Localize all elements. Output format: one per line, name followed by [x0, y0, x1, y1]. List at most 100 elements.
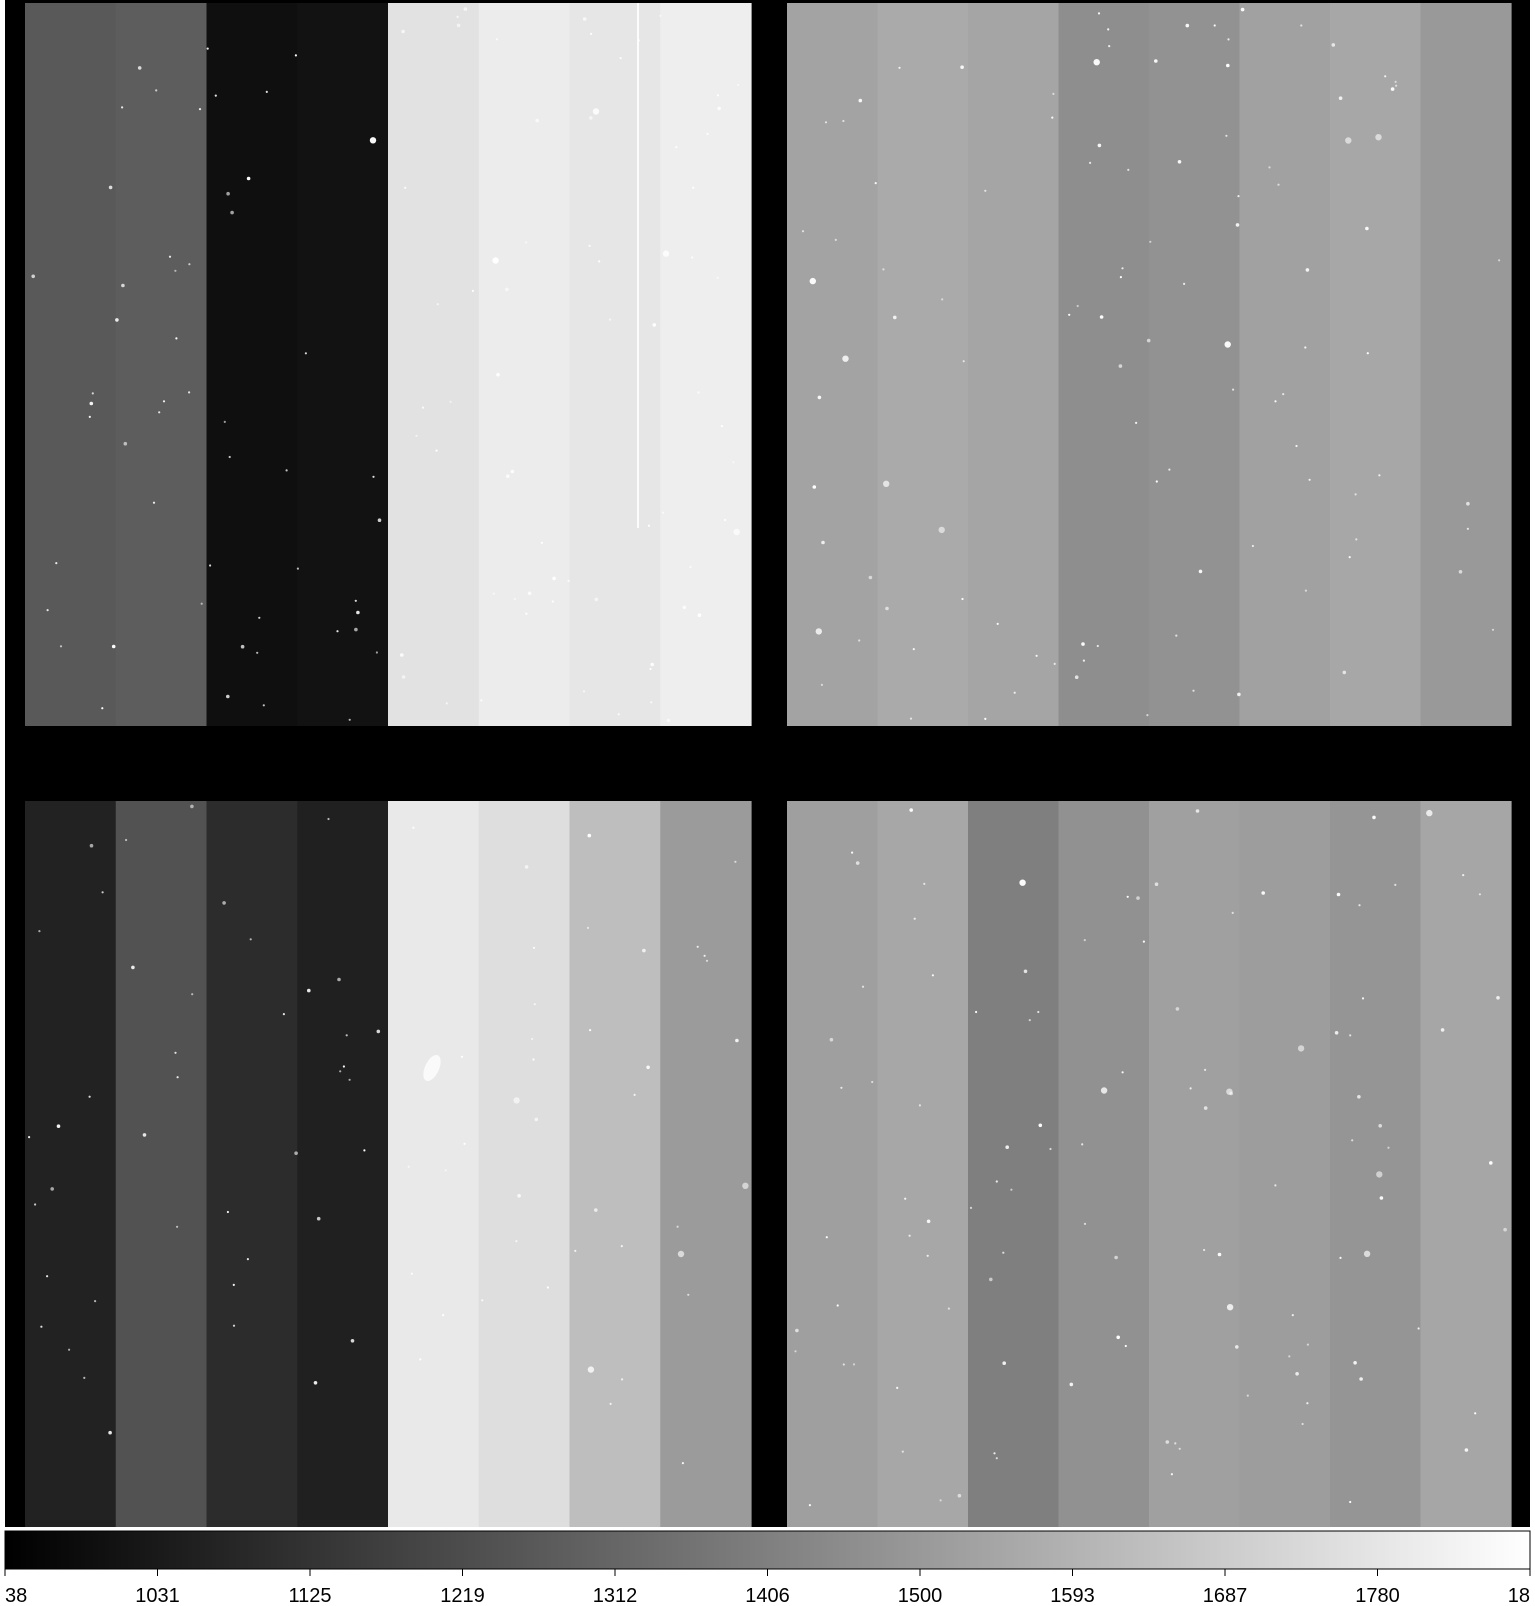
star: [40, 1325, 43, 1328]
star: [1291, 1314, 1294, 1317]
star: [1305, 268, 1310, 272]
colorbar-tick-label: 1406: [745, 1585, 790, 1606]
star: [282, 1013, 285, 1016]
star: [1357, 1095, 1361, 1099]
star: [200, 602, 203, 605]
star: [659, 14, 662, 17]
star: [412, 826, 415, 829]
star: [369, 137, 377, 144]
star: [931, 974, 935, 977]
star: [801, 230, 805, 233]
amplifier-strip: [297, 3, 389, 726]
amplifier-strip: [1149, 3, 1241, 726]
star: [1089, 161, 1092, 164]
star: [513, 597, 516, 601]
star: [101, 891, 104, 894]
star: [666, 718, 671, 723]
star: [1349, 1034, 1352, 1037]
star: [1342, 670, 1347, 675]
star: [1231, 911, 1234, 915]
star: [226, 1210, 229, 1214]
star: [363, 1149, 366, 1152]
star: [1395, 84, 1398, 87]
star: [1081, 642, 1085, 646]
star: [1165, 1440, 1170, 1444]
star: [527, 591, 532, 596]
star: [209, 564, 212, 567]
star: [808, 1504, 812, 1507]
star: [840, 1086, 843, 1089]
star: [1339, 1256, 1342, 1259]
star: [1074, 675, 1079, 679]
star: [348, 718, 351, 721]
amplifier-strip: [1239, 801, 1331, 1527]
amplifier-strip: [569, 3, 661, 726]
star: [1038, 1123, 1043, 1128]
star: [1226, 1088, 1233, 1095]
star: [1177, 160, 1182, 164]
star: [687, 1293, 690, 1296]
star: [480, 699, 483, 702]
star: [1331, 43, 1336, 47]
colorbar-tick-label: 1780: [1355, 1585, 1400, 1606]
star: [258, 616, 261, 619]
star: [1099, 315, 1104, 319]
star: [471, 289, 474, 292]
star: [111, 644, 116, 649]
star: [993, 1452, 996, 1455]
star: [829, 1037, 834, 1042]
star: [1232, 388, 1235, 391]
colorbar-tick-label: 1312: [593, 1585, 638, 1606]
star: [650, 701, 653, 704]
star: [682, 605, 687, 610]
star: [460, 1055, 464, 1058]
star: [1116, 1335, 1120, 1340]
star: [525, 612, 528, 615]
star: [294, 54, 297, 57]
star: [1183, 282, 1186, 285]
star: [1097, 143, 1102, 148]
star: [1175, 634, 1178, 637]
star: [449, 400, 452, 403]
star: [677, 1250, 685, 1258]
star: [400, 653, 404, 657]
star: [647, 524, 651, 527]
star: [1204, 1068, 1207, 1071]
star: [1268, 166, 1271, 169]
star: [174, 1051, 177, 1054]
star: [617, 713, 620, 716]
colorbar-tick-label: 1125: [288, 1585, 331, 1606]
star: [232, 1324, 236, 1327]
star: [975, 1010, 978, 1014]
star: [574, 1249, 577, 1252]
star: [223, 420, 226, 423]
star: [285, 469, 288, 472]
amplifier-strip: [1420, 3, 1512, 726]
star: [1142, 940, 1145, 943]
star: [1035, 654, 1038, 657]
star: [38, 930, 41, 933]
star: [1491, 628, 1495, 631]
star: [515, 1240, 518, 1243]
star: [1355, 538, 1358, 541]
star: [505, 287, 509, 292]
star: [795, 1328, 799, 1333]
star: [158, 411, 161, 414]
star: [1363, 1250, 1371, 1258]
star: [1226, 63, 1230, 68]
star: [540, 541, 544, 544]
star: [1149, 240, 1152, 243]
star: [855, 861, 860, 865]
star: [1178, 1447, 1181, 1450]
star: [222, 901, 226, 905]
star: [734, 860, 737, 863]
star: [852, 1363, 856, 1366]
star: [1100, 1087, 1108, 1094]
star: [265, 90, 268, 93]
star: [716, 276, 719, 279]
star: [1013, 691, 1016, 694]
star: [1496, 996, 1500, 1000]
star: [675, 146, 678, 149]
star: [375, 651, 378, 654]
star: [697, 391, 700, 394]
